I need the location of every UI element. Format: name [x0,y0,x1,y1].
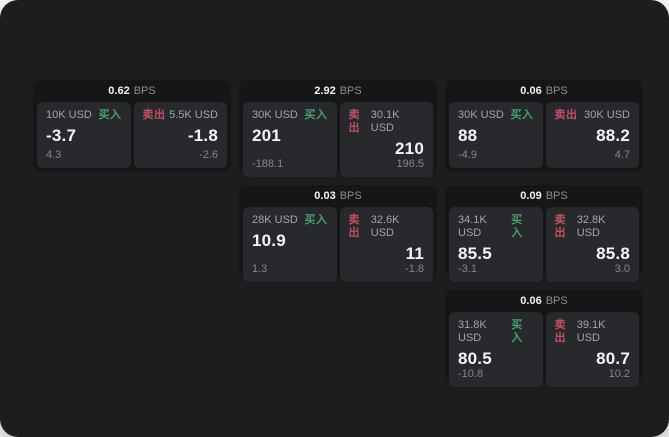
buy-amount: 31.8K USD [458,319,487,344]
sell-delta: 10.2 [608,368,630,380]
sell-tile[interactable]: 卖出 39.1K USD 80.7 10.2 [545,312,639,387]
buy-delta: 1.3 [252,263,268,275]
sell-price: 11 [405,244,424,263]
sell-side-badge: 卖出 [348,109,360,134]
quote-card: 0.06 BPS 30K USD 买入 88 -4.9 卖出 30K USD [445,80,643,172]
sell-amount: 32.6K USD [370,214,400,239]
buy-amount: 34.1K USD [458,214,487,239]
sell-amount: 32.8K USD [576,214,606,239]
card-header: 0.06 BPS [449,290,639,312]
buy-amount: 10K USD [46,109,92,121]
card-body: 10K USD 买入 -3.7 4.3 卖出 5.5K USD -1.8 -2.… [37,102,227,168]
bps-value: 0.06 [520,295,542,307]
buy-price: 10.9 [252,231,286,250]
bps-value: 0.62 [108,85,130,97]
bps-value: 0.03 [314,190,336,202]
sell-tile[interactable]: 卖出 32.6K USD 11 -1.8 [339,207,433,282]
bps-unit-label: BPS [545,190,568,202]
buy-amount: 30K USD [458,109,504,121]
buy-delta: -188.1 [252,158,284,170]
quote-cards-grid: 0.62 BPS 10K USD 买入 -3.7 4.3 卖出 5.5K USD [33,80,643,387]
buy-price: 80.5 [458,349,492,368]
buy-amount: 28K USD [252,214,298,226]
card-header: 0.09 BPS [449,185,639,207]
sell-tile[interactable]: 卖出 32.8K USD 85.8 3.0 [545,207,639,282]
card-header: 0.62 BPS [37,80,227,102]
buy-side-badge: 买入 [304,109,328,121]
card-body: 34.1K USD 买入 85.5 -3.1 卖出 32.8K USD 85.8… [449,207,639,282]
sell-side-badge: 卖出 [554,109,578,121]
card-header: 0.03 BPS [243,185,433,207]
sell-side-badge: 卖出 [554,319,566,344]
card-body: 28K USD 买入 10.9 1.3 卖出 32.6K USD 11 -1.8 [243,207,433,282]
buy-price: 88 [458,126,478,145]
sell-side-badge: 卖出 [142,109,166,121]
buy-amount: 30K USD [252,109,298,121]
card-header: 0.06 BPS [449,80,639,102]
quote-card: 0.06 BPS 31.8K USD 买入 80.5 -10.8 卖出 39.1K… [445,290,643,387]
sell-price: 210 [395,139,424,158]
sell-delta: 196.5 [396,158,424,170]
sell-price: 88.2 [596,126,630,145]
bps-unit-label: BPS [339,85,362,97]
bps-value: 2.92 [314,85,336,97]
sell-amount: 30K USD [584,109,630,121]
bps-value: 0.09 [520,190,542,202]
sell-tile[interactable]: 卖出 30.1K USD 210 196.5 [339,102,433,177]
buy-delta: -3.1 [458,263,477,275]
card-body: 31.8K USD 买入 80.5 -10.8 卖出 39.1K USD 80.… [449,312,639,387]
buy-side-badge: 买入 [304,214,328,226]
sell-delta: 4.7 [614,149,630,161]
card-body: 30K USD 买入 201 -188.1 卖出 30.1K USD 210 1… [243,102,433,177]
sell-delta: -2.6 [199,149,218,161]
quote-card: 0.03 BPS 28K USD 买入 10.9 1.3 卖出 32.6K USD [239,185,437,282]
buy-tile[interactable]: 31.8K USD 买入 80.5 -10.8 [449,312,543,387]
bps-unit-label: BPS [133,85,156,97]
buy-side-badge: 买入 [510,109,534,121]
sell-side-badge: 卖出 [348,214,360,239]
buy-tile[interactable]: 10K USD 买入 -3.7 4.3 [37,102,131,168]
buy-delta: -4.9 [458,149,477,161]
sell-price: -1.8 [187,126,218,145]
sell-amount: 39.1K USD [576,319,606,344]
sell-price: 80.7 [596,349,630,368]
bps-value: 0.06 [520,85,542,97]
bps-unit-label: BPS [545,85,568,97]
bps-unit-label: BPS [545,295,568,307]
quote-card: 2.92 BPS 30K USD 买入 201 -188.1 卖出 30.1K U… [239,80,437,177]
buy-side-badge: 买入 [511,214,523,239]
card-header: 2.92 BPS [243,80,433,102]
buy-tile[interactable]: 30K USD 买入 201 -188.1 [243,102,337,177]
buy-tile[interactable]: 30K USD 买入 88 -4.9 [449,102,543,168]
buy-tile[interactable]: 34.1K USD 买入 85.5 -3.1 [449,207,543,282]
quote-card: 0.09 BPS 34.1K USD 买入 85.5 -3.1 卖出 32.8K … [445,185,643,282]
buy-side-badge: 买入 [98,109,122,121]
buy-delta: 4.3 [46,149,62,161]
sell-delta: 3.0 [614,263,630,275]
sell-tile[interactable]: 卖出 5.5K USD -1.8 -2.6 [133,102,227,168]
quote-card: 0.62 BPS 10K USD 买入 -3.7 4.3 卖出 5.5K USD [33,80,231,172]
buy-price: 201 [252,126,281,145]
buy-price: 85.5 [458,244,492,263]
sell-price: 85.8 [596,244,630,263]
sell-side-badge: 卖出 [554,214,566,239]
buy-side-badge: 买入 [511,319,523,344]
buy-delta: -10.8 [458,368,484,380]
buy-tile[interactable]: 28K USD 买入 10.9 1.3 [243,207,337,282]
sell-amount: 30.1K USD [370,109,400,134]
sell-delta: -1.8 [405,263,424,275]
buy-price: -3.7 [46,126,77,145]
bps-unit-label: BPS [339,190,362,202]
sell-tile[interactable]: 卖出 30K USD 88.2 4.7 [545,102,639,168]
card-body: 30K USD 买入 88 -4.9 卖出 30K USD 88.2 4.7 [449,102,639,168]
sell-amount: 5.5K USD [169,109,218,121]
